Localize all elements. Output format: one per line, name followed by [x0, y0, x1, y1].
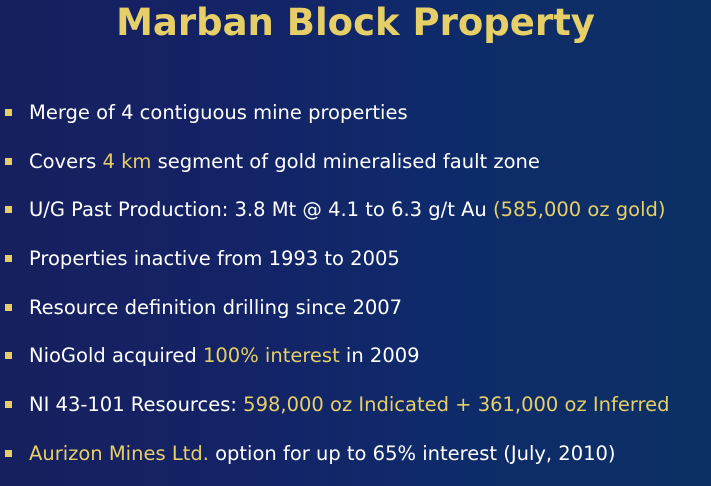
bullet-text: U/G Past Production: 3.8 Mt @ 4.1 to 6.3… [29, 197, 666, 223]
bullet-highlight: (585,000 oz gold) [492, 198, 666, 222]
bullet-text: Properties inactive from 1993 to 2005 [29, 246, 400, 272]
bullet-text: NI 43-101 Resources: 598,000 oz Indicate… [29, 392, 670, 418]
bullet-text-part: segment of gold mineralised fault zone [151, 149, 540, 173]
bullet-square-icon [5, 303, 12, 311]
bullet-square-icon [5, 255, 12, 263]
bullet-item: Aurizon Mines Ltd. option for up to 65% … [0, 437, 711, 486]
bullet-item: Covers 4 km segment of gold mineralised … [0, 145, 711, 194]
bullet-square-icon [5, 157, 12, 165]
bullet-highlight: 598,000 oz Indicated + 361,000 oz Inferr… [243, 393, 670, 417]
bullet-text-part: NioGold acquired [29, 344, 203, 368]
bullet-highlight: 4 km [102, 149, 152, 173]
bullet-text-part: Properties inactive from 1993 to 2005 [29, 247, 400, 271]
bullet-text-part: U/G Past Production: 3.8 Mt @ 4.1 to 6.3… [29, 198, 493, 222]
bullet-item: NioGold acquired 100% interest in 2009 [0, 339, 711, 388]
bullet-text: Aurizon Mines Ltd. option for up to 65% … [29, 441, 616, 467]
bullet-text: Merge of 4 contiguous mine properties [29, 100, 408, 126]
bullet-highlight: Aurizon Mines Ltd. [29, 441, 209, 465]
slide-title: Marban Block Property [116, 1, 595, 44]
bullet-item: Merge of 4 contiguous mine properties [0, 96, 711, 145]
bullet-square-icon [5, 109, 12, 116]
bullet-highlight: 100% interest [202, 344, 340, 368]
bullet-text-part: option for up to 65% interest (July, 201… [208, 441, 616, 465]
bullet-text: NioGold acquired 100% interest in 2009 [29, 343, 420, 369]
bullet-item: Resource definition drilling since 2007 [0, 291, 711, 340]
slide: Marban Block Property Merge of 4 contigu… [5, 1, 670, 465]
bullet-square-icon [5, 352, 12, 360]
bullet-text: Resource definition drilling since 2007 [29, 295, 402, 321]
bullet-text-part: NI 43-101 Resources: [29, 393, 244, 417]
bullet-text-part: Covers [29, 149, 103, 173]
bullet-text: Covers 4 km segment of gold mineralised … [29, 149, 540, 175]
bullet-square-icon [5, 401, 12, 409]
bullet-text-part: Merge of 4 contiguous mine properties [29, 101, 408, 124]
bullet-text-part: Resource definition drilling since 2007 [29, 295, 403, 319]
bullet-square-icon [5, 449, 12, 457]
bullet-list: Merge of 4 contiguous mine properties Co… [0, 96, 711, 486]
bullet-item: NI 43-101 Resources: 598,000 oz Indicate… [0, 388, 711, 437]
bullet-square-icon [5, 206, 12, 214]
bullet-item: Properties inactive from 1993 to 2005 [0, 242, 711, 291]
bullet-text-part: in 2009 [339, 344, 420, 368]
bullet-item: U/G Past Production: 3.8 Mt @ 4.1 to 6.3… [0, 193, 711, 242]
